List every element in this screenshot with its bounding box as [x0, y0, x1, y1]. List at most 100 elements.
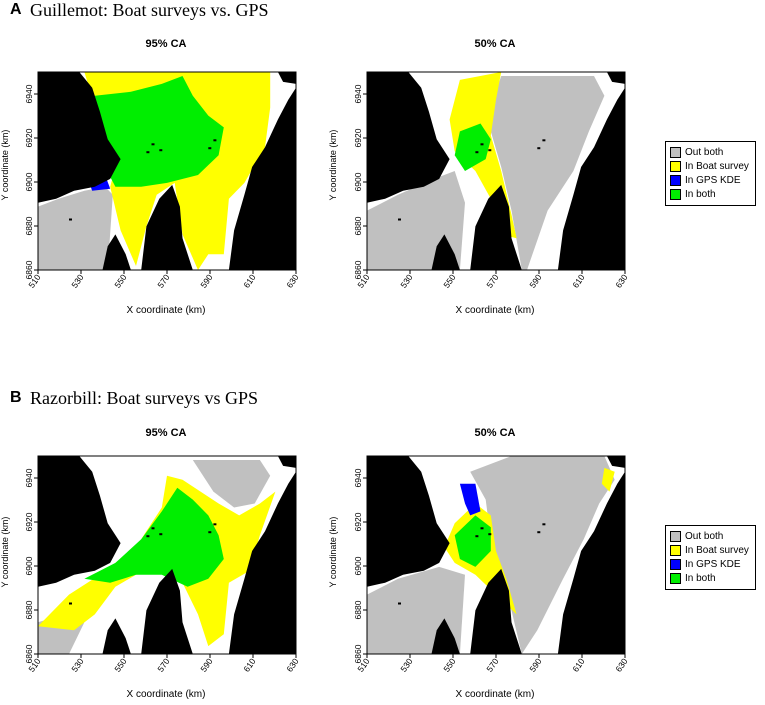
- plot-b95-xtick-label-4: 590: [198, 656, 214, 674]
- legend-a-swatch-gps: [670, 174, 681, 186]
- plot-a50-area-both-3: [454, 123, 491, 171]
- plot-a95-island-1: [159, 149, 163, 152]
- plot-a50-title: 50% CA: [474, 38, 516, 50]
- legend-b: Out both In Boat survey In GPS KDE In bo…: [665, 525, 756, 590]
- plot-b50-title: 50% CA: [474, 427, 516, 439]
- plot-b50-land-2: [431, 618, 460, 654]
- plot-a50-island-4: [537, 147, 541, 150]
- plot-b50-ytick-label-4: 6940: [353, 468, 363, 487]
- plot-b50-land-4: [606, 456, 625, 468]
- plot-a50-xtick-label-3: 570: [484, 272, 500, 290]
- legend-b-label-gps: In GPS KDE: [685, 558, 741, 570]
- plot-b95-land-0: [38, 456, 121, 587]
- legend-b-row-gps: In GPS KDE: [670, 557, 749, 571]
- plot-b50-xtick-label-1: 530: [398, 656, 414, 674]
- plot-a50-group: 510 530 550 570 590 610 6306860688069006920694…: [353, 71, 630, 290]
- plot-b50-xtick-label-3: 570: [484, 656, 500, 674]
- plot-a50-xtick-label-5: 610: [570, 272, 586, 290]
- plot-a95-ytick-label-1: 6880: [24, 216, 34, 235]
- plot-b95-island-5: [69, 602, 72, 605]
- plot-a50-ytick-label-3: 6920: [353, 128, 363, 147]
- plot-b95-area-out_both-0: [192, 460, 271, 508]
- plot-b50-xtick-label-4: 590: [527, 656, 543, 674]
- plot-a50-land-3: [557, 87, 625, 270]
- plot-a95-island-2: [146, 151, 150, 154]
- plot-a50-land-1: [470, 184, 522, 270]
- plot-a95-ytick-label-0: 6860: [24, 260, 34, 279]
- plot-b95-ytick-label-3: 6920: [24, 512, 34, 531]
- plot-a50-xtick-label-6: 630: [613, 272, 629, 290]
- plot-a50-island-1: [488, 149, 492, 152]
- plot-b50-ytick-label-2: 6900: [353, 556, 363, 575]
- plot-a95-land-3: [228, 87, 296, 270]
- plot-b50-land-3: [557, 471, 625, 654]
- plot-b95-land-1: [141, 568, 193, 654]
- legend-a-swatch-boat: [670, 160, 681, 172]
- plot-a50-area-out_both-1: [490, 76, 605, 270]
- plot-b50-area-out_both-1: [470, 456, 615, 654]
- legend-b-swatch-both: [670, 572, 681, 584]
- plot-a95-xlabel: X coordinate (km): [126, 305, 206, 316]
- plot-b95-island-0: [151, 527, 155, 530]
- plot-b95-title: 95% CA: [145, 427, 187, 439]
- plot-b50-xtick-label-6: 630: [613, 656, 629, 674]
- plot-b95-ytick-label-0: 6860: [24, 644, 34, 663]
- plot-a50-island-2: [475, 151, 479, 154]
- plot-b95-ytick-label-1: 6880: [24, 600, 34, 619]
- plot-a95-xtick-label-1: 530: [69, 272, 85, 290]
- plot-b95-island-3: [213, 523, 217, 526]
- plot-b50-island-3: [542, 523, 546, 526]
- plot-a95-ytick-label-2: 6900: [24, 172, 34, 191]
- plot-b50-group: 510 530 550 570 590 610 6306860688069006920694…: [353, 455, 630, 674]
- legend-a-row-boat: In Boat survey: [670, 159, 749, 173]
- plot-a95-group: 510 530 550 570 590 610 6306860688069006920694…: [24, 71, 301, 290]
- plot-a95-xtick-label-3: 570: [155, 272, 171, 290]
- plot-b95-xtick-label-6: 630: [284, 656, 300, 674]
- plot-a95-ytick-label-3: 6920: [24, 128, 34, 147]
- panel-a-title: Guillemot: Boat surveys vs. GPS: [30, 0, 269, 20]
- legend-a-swatch-both: [670, 188, 681, 200]
- plot-a95-xtick-label-6: 630: [284, 272, 300, 290]
- plot-a50-island-0: [480, 143, 484, 146]
- plot-a50-land-4: [606, 72, 625, 84]
- plot-a50-ytick-label-1: 6880: [353, 216, 363, 235]
- plot-b95-xlabel: X coordinate (km): [126, 689, 206, 700]
- legend-a-label-gps: In GPS KDE: [685, 174, 741, 186]
- plot-a95-island-0: [151, 143, 155, 146]
- plot-a50-ytick-label-2: 6900: [353, 172, 363, 191]
- plot-b50-area-boat-5: [601, 467, 615, 492]
- plot-a95-xtick-label-5: 610: [241, 272, 257, 290]
- panel-a-label: A: [10, 1, 22, 18]
- plot-b95-xtick-label-5: 610: [241, 656, 257, 674]
- plot-b95-ytick-label-4: 6940: [24, 468, 34, 487]
- plot-b50-land-0: [367, 456, 450, 587]
- plot-b50-island-4: [537, 531, 541, 534]
- legend-a-label-out-both: Out both: [685, 146, 724, 158]
- plot-a95-land-1: [141, 184, 193, 270]
- plot-b95-xtick-label-2: 550: [112, 656, 128, 674]
- plot-a95-island-4: [208, 147, 212, 150]
- plot-a50-ytick-label-4: 6940: [353, 84, 363, 103]
- plot-a50-xtick-label-4: 590: [527, 272, 543, 290]
- plot-b50-island-1: [488, 533, 492, 536]
- plot-b95-area-both-3: [84, 487, 224, 587]
- panel-b-label: B: [10, 389, 22, 406]
- plot-b50-ytick-label-0: 6860: [353, 644, 363, 663]
- plot-b50-island-2: [475, 535, 479, 538]
- plot-b95-land-3: [228, 471, 296, 654]
- plot-b50-ytick-label-3: 6920: [353, 512, 363, 531]
- legend-a-row-gps: In GPS KDE: [670, 173, 749, 187]
- plot-a95-island-3: [213, 139, 217, 142]
- panel-b-title: Razorbill: Boat surveys vs GPS: [30, 388, 258, 408]
- legend-b-label-out-both: Out both: [685, 530, 724, 542]
- plot-b95-land-2: [102, 618, 131, 654]
- plot-a95-ytick-label-4: 6940: [24, 84, 34, 103]
- plot-a50-island-5: [398, 218, 401, 221]
- legend-b-label-both: In both: [685, 572, 716, 584]
- plot-a50-xtick-label-1: 530: [398, 272, 414, 290]
- plot-a50-land-2: [431, 234, 460, 270]
- plot-b50-ytick-label-1: 6880: [353, 600, 363, 619]
- legend-b-swatch-out-both: [670, 530, 681, 542]
- plot-b50-island-0: [480, 527, 484, 530]
